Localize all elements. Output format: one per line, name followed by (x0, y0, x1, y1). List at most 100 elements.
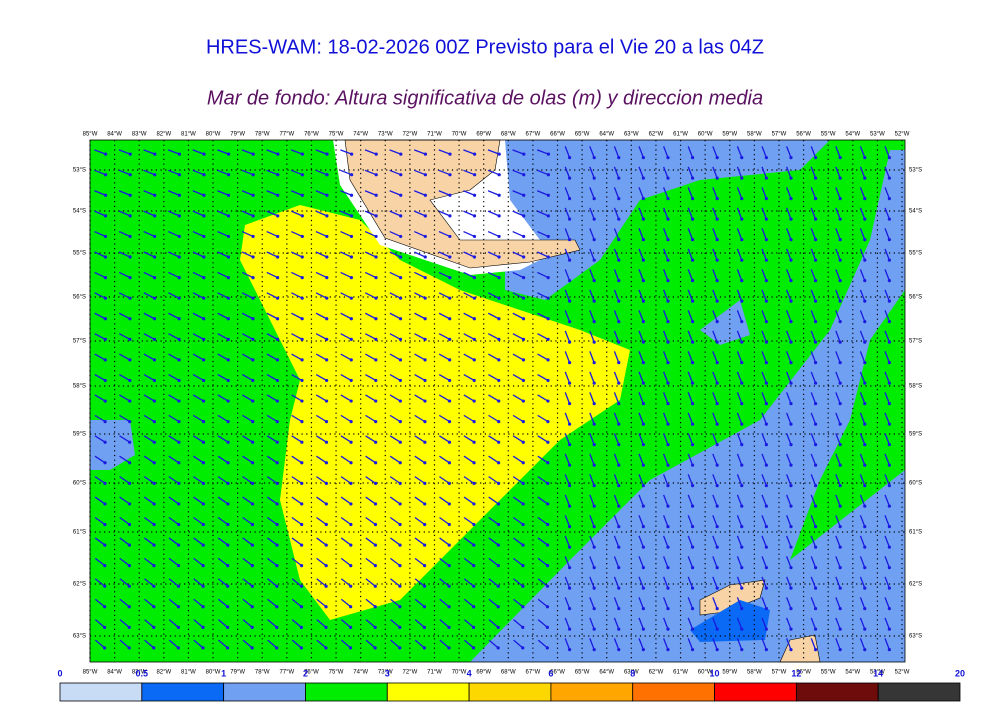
arrow-head (497, 275, 501, 280)
arrow (687, 392, 694, 404)
arrow-head (374, 420, 378, 424)
arrow-head (764, 524, 768, 529)
arrow (835, 187, 841, 199)
arrow-head (226, 358, 230, 362)
arrow-head (250, 625, 254, 629)
arrow (786, 207, 792, 220)
arrow (512, 455, 524, 464)
arrow-head (398, 564, 402, 568)
arrow-head (740, 278, 744, 283)
arrow-head (374, 378, 378, 383)
arrow (589, 576, 595, 589)
arrow (786, 494, 792, 507)
arrow-head (497, 234, 501, 239)
arrow-head (641, 524, 645, 529)
arrow (266, 251, 278, 258)
arrow (589, 453, 595, 466)
arrow (389, 230, 401, 238)
arrow (537, 353, 549, 361)
arrow (663, 248, 669, 261)
arrow (315, 230, 328, 238)
arrow-head (617, 627, 621, 631)
arrow (687, 310, 694, 322)
arrow-head (275, 440, 279, 444)
arrow (712, 412, 718, 425)
arrow (291, 271, 303, 279)
arrow (266, 149, 279, 155)
arrow (340, 353, 352, 361)
lat-label: 62°S (909, 582, 922, 588)
arrow-head (423, 522, 427, 527)
colorbar: 0 0.5 1 2 3 4 6 8 10 12 14 20 (57, 668, 965, 702)
arrow (613, 576, 620, 589)
arrow-head (201, 420, 206, 424)
arrow (835, 535, 841, 548)
arrow-head (226, 296, 230, 300)
arrow (687, 207, 694, 220)
arrow-head (300, 378, 304, 383)
arrow-head (472, 296, 476, 300)
arrow-head (715, 258, 719, 262)
arrow (537, 578, 548, 587)
arrow (290, 190, 303, 196)
lon-label: 80°W (206, 132, 221, 138)
arrow (736, 617, 743, 630)
arrow-head (471, 646, 476, 650)
arrow (438, 414, 450, 423)
arrow-head (472, 543, 476, 547)
arrow (859, 474, 866, 486)
arrow-head (497, 461, 501, 465)
arrow-head (325, 234, 329, 239)
arrow (687, 638, 694, 650)
arrow (835, 269, 841, 281)
arrow (143, 455, 155, 464)
arrow (414, 251, 426, 258)
sea-yellow (240, 205, 630, 620)
arrow (94, 557, 106, 567)
arrow-head (838, 401, 842, 406)
arrow (365, 394, 377, 402)
arrow-head (690, 401, 695, 406)
arrow-head (202, 337, 206, 341)
arrow-head (521, 646, 525, 650)
arrow (564, 597, 571, 609)
arrow (118, 190, 131, 196)
arrow-head (447, 481, 451, 485)
arrow (712, 597, 718, 609)
arrow-head (472, 173, 477, 177)
arrow-head (789, 401, 793, 406)
arrow-head (567, 258, 572, 262)
arrow (859, 248, 866, 261)
arrow (438, 230, 451, 238)
arrow-head (177, 461, 181, 465)
arrow-head (521, 605, 525, 609)
arrow-head (567, 237, 572, 242)
lon-label: 56°W (796, 132, 811, 138)
arrow-head (666, 401, 670, 406)
arrow-head (567, 401, 572, 406)
arrow-head (127, 522, 132, 527)
arrow-head (374, 317, 378, 321)
arrow-head (177, 440, 181, 444)
arrow-head (177, 481, 181, 485)
arrow-head (838, 545, 842, 549)
arrow-head (715, 299, 719, 303)
arrows (94, 146, 891, 652)
arrow (463, 149, 475, 155)
arrow-head (521, 502, 525, 506)
arrow-head (715, 155, 719, 160)
arrow (884, 289, 890, 302)
arrow-head (715, 401, 719, 406)
arrow-head (104, 152, 108, 156)
arrow-head (275, 564, 279, 568)
arrow (438, 169, 451, 176)
arrow-head (176, 646, 180, 650)
arrow-head (423, 378, 427, 383)
arrow-head (324, 564, 328, 568)
arrow (217, 230, 229, 238)
arrow-head (546, 296, 550, 300)
arrow (463, 578, 475, 587)
arrow-head (592, 483, 596, 488)
arrow (291, 394, 303, 402)
arrow (463, 414, 475, 423)
